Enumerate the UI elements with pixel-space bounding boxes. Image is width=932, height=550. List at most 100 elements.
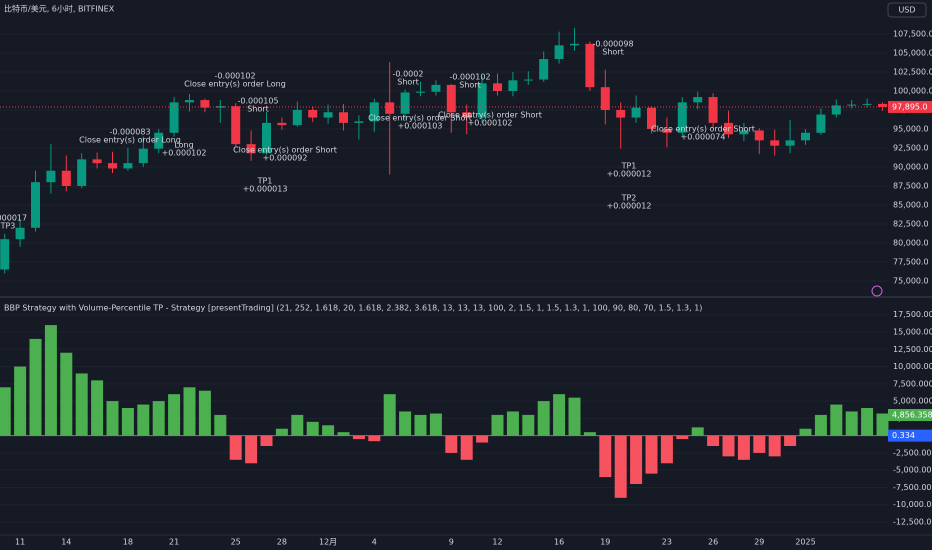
histogram-bar	[645, 435, 658, 474]
candle-body	[0, 239, 10, 270]
candle-body	[108, 163, 117, 169]
y-tick-label: -2,500.000	[893, 448, 932, 457]
candle-body	[693, 97, 703, 103]
candle-body	[878, 103, 887, 107]
histogram-bar	[291, 414, 304, 436]
histogram-bar	[476, 435, 489, 443]
histogram-bar	[460, 435, 473, 460]
candle-body	[169, 102, 179, 133]
trade-annotation: +0.000092	[263, 154, 308, 163]
trade-annotation: -0.000083	[109, 128, 150, 137]
histogram-bar	[660, 435, 673, 464]
histogram-bar	[445, 435, 458, 453]
candle-body	[200, 100, 210, 108]
trade-annotation: Close entry(s) order Short	[233, 146, 337, 155]
histogram-bar	[137, 404, 150, 436]
histogram-bar	[198, 390, 211, 436]
histogram-bar	[707, 435, 720, 447]
y-tick-label: 102,500.0	[893, 67, 932, 76]
x-tick-label: 25	[231, 538, 241, 547]
y-tick-label: 17,500.000	[893, 310, 932, 319]
candle-body	[862, 103, 872, 105]
currency-label[interactable]: USD	[898, 6, 915, 15]
y-tick-label: 95,000.0	[893, 124, 929, 133]
candle-body	[523, 79, 533, 81]
histogram-bar	[337, 432, 350, 436]
candle-body	[462, 112, 472, 118]
histogram-bar	[75, 373, 88, 436]
candle-body	[123, 163, 133, 169]
candle-body	[754, 130, 764, 141]
trade-annotation: Close entry(s) order Short	[368, 114, 472, 123]
candle-body	[585, 43, 595, 88]
x-tick-label: 28	[277, 538, 287, 547]
candle-body	[138, 148, 148, 164]
trade-annotation: +0.000074	[681, 133, 726, 142]
candle-body	[508, 80, 518, 91]
candle-body	[15, 227, 25, 240]
histogram-bar	[691, 427, 704, 436]
candle-body	[739, 130, 749, 135]
trade-annotation: +0.000102	[468, 119, 513, 128]
trade-annotation: Close entry(s) order Short	[651, 125, 755, 134]
y-tick-label: 10,000.000	[893, 362, 932, 371]
currency-button[interactable]	[887, 2, 927, 18]
histogram-bar	[583, 432, 596, 436]
y-tick-label: 5,000.000	[893, 397, 932, 406]
candle-body	[46, 170, 56, 183]
histogram-bar	[799, 428, 812, 436]
histogram-bar	[830, 404, 843, 436]
histogram-bar	[599, 435, 612, 478]
value-tag-label: 4,856.358	[892, 411, 932, 420]
histogram-bar	[260, 435, 273, 447]
candle-body	[277, 122, 287, 126]
histogram-bar	[568, 397, 581, 436]
histogram-bar	[429, 413, 442, 436]
x-tick-label: 14	[61, 538, 71, 547]
candle-body	[493, 83, 502, 91]
histogram-bar	[630, 435, 643, 485]
candle-body	[631, 107, 641, 118]
candle-body	[539, 59, 549, 80]
y-tick-label: 87,500.0	[893, 181, 929, 190]
y-tick-label: -10,000.000	[893, 500, 932, 509]
histogram-bar	[861, 407, 874, 436]
candle-body	[323, 112, 333, 118]
histogram-bar	[214, 414, 227, 436]
trade-annotation: Long	[174, 141, 193, 150]
histogram-bar	[306, 421, 319, 436]
histogram-bar	[814, 414, 827, 436]
x-tick-label: 26	[708, 538, 718, 547]
trade-annotation: Short	[459, 81, 480, 90]
candle-body	[262, 122, 271, 154]
histogram-bar	[183, 387, 196, 436]
candle-body	[400, 92, 410, 114]
y-tick-label: 90,000.0	[893, 162, 929, 171]
candle-body	[92, 159, 102, 164]
candle-body	[185, 100, 194, 103]
histogram-bar	[368, 435, 381, 442]
trade-annotation: +0.000012	[607, 202, 652, 211]
histogram-bar	[876, 413, 889, 436]
histogram-bar	[275, 428, 288, 436]
candle-body	[339, 112, 348, 123]
candle-body	[831, 105, 841, 115]
y-tick-label: 105,000.0	[893, 48, 932, 57]
trade-annotation: -0.0002	[393, 70, 424, 79]
y-tick-label: 100,000.0	[893, 86, 932, 95]
flash-icon[interactable]	[871, 285, 883, 297]
histogram-bar	[784, 435, 797, 447]
histogram-bar	[676, 435, 689, 440]
y-tick-label: 80,000.0	[893, 238, 929, 247]
trade-annotation: TP1	[621, 162, 637, 171]
candle-body	[662, 128, 672, 133]
y-tick-label: 92,500.0	[893, 143, 929, 152]
histogram-bar	[522, 414, 535, 436]
histogram-bar	[491, 414, 504, 436]
candle-body	[785, 140, 795, 146]
candle-body	[677, 102, 687, 133]
candle-body	[708, 97, 718, 123]
histogram-bar	[29, 338, 42, 436]
y-tick-label: -7,500.000	[893, 483, 932, 492]
